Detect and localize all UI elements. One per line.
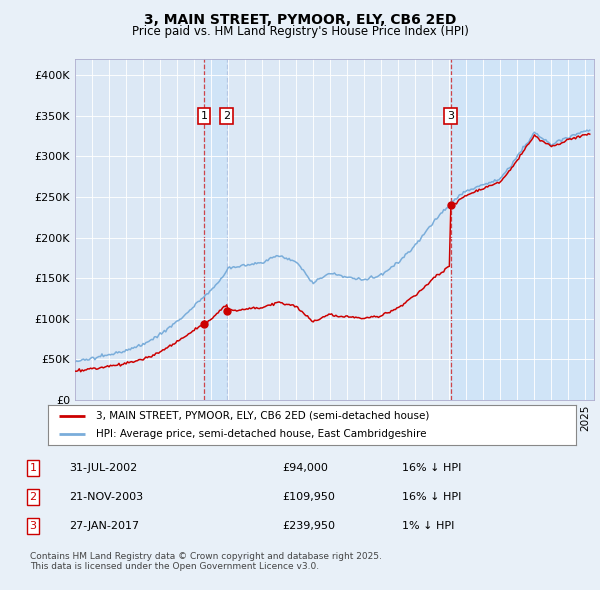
Bar [204, 59, 227, 400]
Text: 1: 1 [200, 111, 208, 121]
Text: 3, MAIN STREET, PYMOOR, ELY, CB6 2ED: 3, MAIN STREET, PYMOOR, ELY, CB6 2ED [144, 13, 456, 27]
Text: Price paid vs. HM Land Registry's House Price Index (HPI): Price paid vs. HM Land Registry's House … [131, 25, 469, 38]
Text: Contains HM Land Registry data © Crown copyright and database right 2025.
This d: Contains HM Land Registry data © Crown c… [30, 552, 382, 571]
Text: £109,950: £109,950 [282, 492, 335, 502]
Text: 2: 2 [29, 492, 37, 502]
Text: 1: 1 [29, 463, 37, 473]
Text: 21-NOV-2003: 21-NOV-2003 [69, 492, 143, 502]
Text: 3: 3 [447, 111, 454, 121]
Text: 31-JUL-2002: 31-JUL-2002 [69, 463, 137, 473]
Text: 3, MAIN STREET, PYMOOR, ELY, CB6 2ED (semi-detached house): 3, MAIN STREET, PYMOOR, ELY, CB6 2ED (se… [95, 411, 429, 421]
Bar [451, 59, 594, 400]
Text: 27-JAN-2017: 27-JAN-2017 [69, 521, 139, 531]
Text: 16% ↓ HPI: 16% ↓ HPI [402, 492, 461, 502]
Text: 16% ↓ HPI: 16% ↓ HPI [402, 463, 461, 473]
Text: HPI: Average price, semi-detached house, East Cambridgeshire: HPI: Average price, semi-detached house,… [95, 429, 426, 439]
Text: 1% ↓ HPI: 1% ↓ HPI [402, 521, 454, 531]
Text: 2: 2 [223, 111, 230, 121]
Text: £239,950: £239,950 [282, 521, 335, 531]
Text: £94,000: £94,000 [282, 463, 328, 473]
Text: 3: 3 [29, 521, 37, 531]
